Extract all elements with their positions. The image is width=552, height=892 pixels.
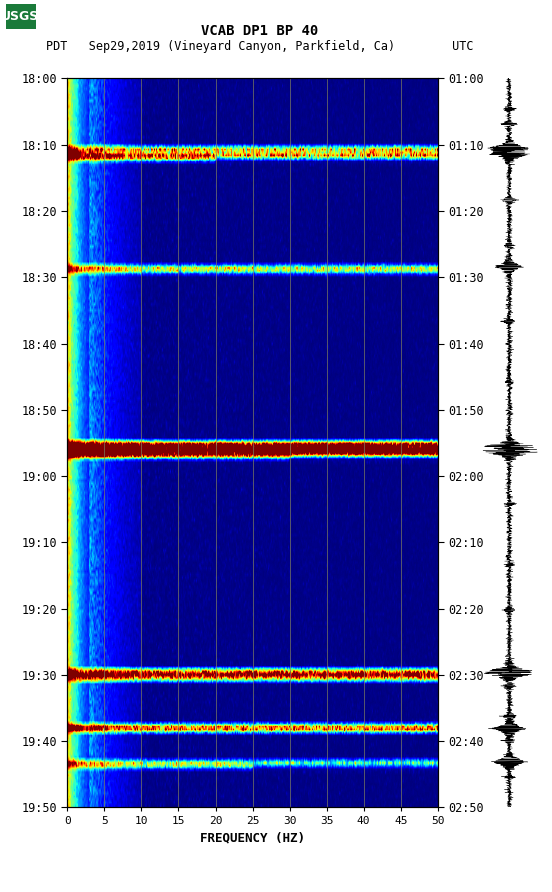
Text: PDT   Sep29,2019 (Vineyard Canyon, Parkfield, Ca)        UTC: PDT Sep29,2019 (Vineyard Canyon, Parkfie… [46,40,473,54]
Text: VCAB DP1 BP 40: VCAB DP1 BP 40 [201,24,318,38]
Text: USGS: USGS [1,10,40,22]
FancyBboxPatch shape [6,4,36,29]
X-axis label: FREQUENCY (HZ): FREQUENCY (HZ) [200,832,305,845]
